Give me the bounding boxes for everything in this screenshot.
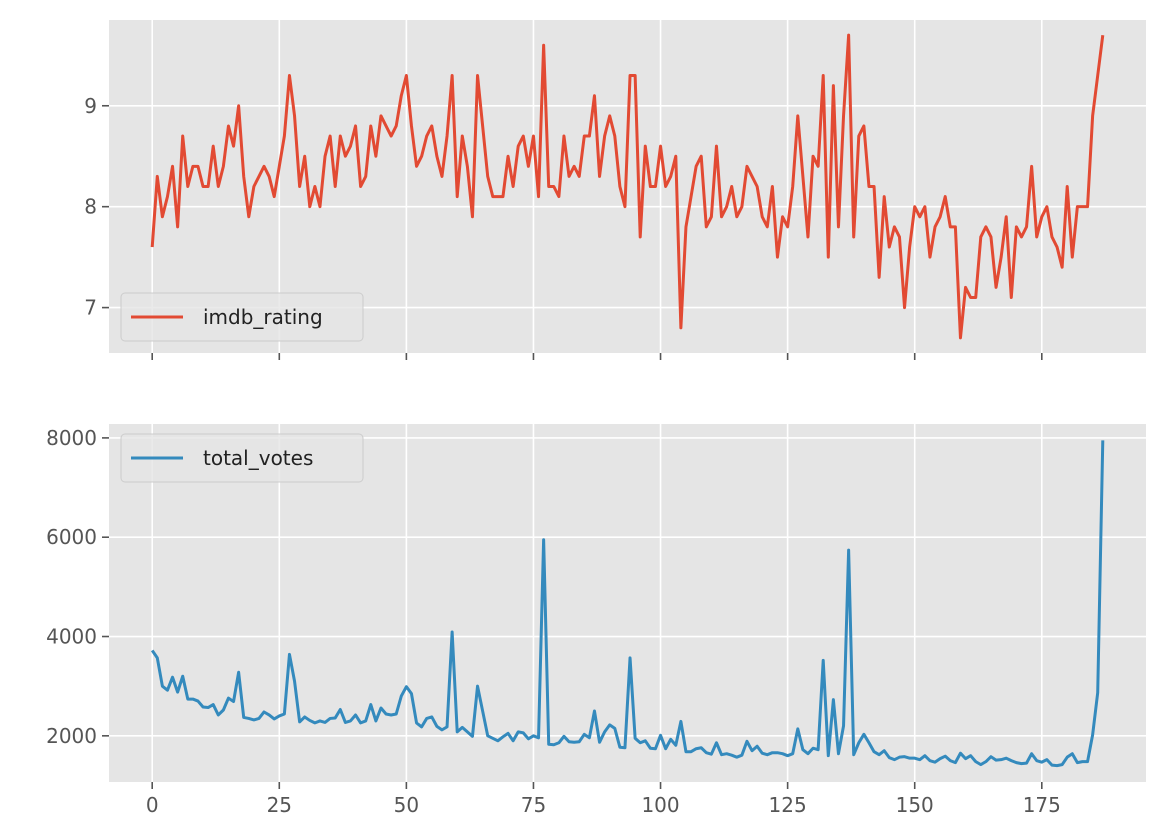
legend: imdb_rating (120, 292, 364, 342)
y-tick-label: 7 (84, 296, 97, 320)
x-tick-label: 0 (146, 793, 159, 817)
y-tick-label: 8000 (46, 426, 97, 450)
series-line-imdb_rating (150, 33, 1105, 340)
legend-box (120, 292, 364, 342)
panel-2: 0 25 50 75 100 125 150 175 2000 4000 6000 8000 total… (46, 424, 1146, 817)
legend-label: imdb_rating (203, 305, 323, 329)
legend-label: total_votes (203, 446, 313, 470)
x-tick-label: 100 (641, 793, 679, 817)
y-tick-label: 9 (84, 94, 97, 118)
x-tick-label: 75 (521, 793, 546, 817)
x-tick-label: 50 (394, 793, 419, 817)
x-tick-label: 125 (769, 793, 807, 817)
legend: total_votes (120, 433, 364, 483)
panel-1: 7 8 9 imdb_rating (84, 20, 1146, 360)
y-tick-label: 6000 (46, 525, 97, 549)
x-tick-label: 175 (1023, 793, 1061, 817)
y-tick-label: 8 (84, 195, 97, 219)
y-tick-label: 2000 (46, 724, 97, 748)
legend-box (120, 433, 364, 483)
series-line-total_votes (150, 440, 1105, 768)
y-tick-label: 4000 (46, 625, 97, 649)
x-tick-label: 25 (267, 793, 292, 817)
x-tick-label: 150 (896, 793, 934, 817)
